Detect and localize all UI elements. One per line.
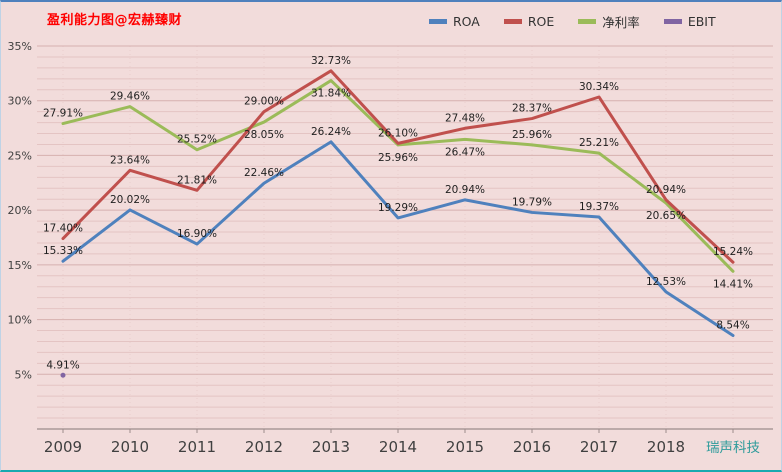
data-label-ROE: 28.37% — [512, 103, 552, 115]
data-label-ROE: 20.94% — [646, 184, 686, 196]
legend-swatch-roa — [429, 19, 447, 24]
data-label-净利率: 25.52% — [177, 134, 217, 146]
data-label-ROE: 15.24% — [713, 246, 753, 258]
data-label-ROA: 15.33% — [43, 245, 83, 257]
data-label-ROA: 26.24% — [311, 126, 351, 138]
x-tick-label: 2012 — [245, 438, 283, 456]
legend: ROA ROE 净利率 EBIT — [429, 12, 716, 31]
data-label-ROA: 22.46% — [244, 167, 284, 179]
series-line-ROA — [61, 140, 735, 338]
x-axis-labels: 2009 2010 2011 2012 2013 2014 2015 2016 2017 2018… — [44, 438, 761, 456]
x-tick-label: 2010 — [111, 438, 149, 456]
chart-title: 盈利能力图@宏赫臻财 — [47, 13, 183, 28]
x-tick-label: 2016 — [513, 438, 551, 456]
y-tick-label: 30% — [8, 95, 32, 108]
y-axis-labels: 35% 30% 25% 20% 15% 10% 5% — [8, 40, 32, 381]
legend-item-roe[interactable]: ROE — [503, 14, 555, 29]
y-tick-label: 5% — [15, 368, 32, 381]
data-label-净利率: 28.05% — [244, 129, 284, 141]
series-point-EBIT — [60, 372, 66, 378]
data-labels: 15.33% 20.02% 16.90% 22.46% 26.24% 19.29% 20.9… — [43, 55, 753, 371]
data-label-净利率: 25.96% — [512, 129, 552, 141]
data-label-ROE: 30.34% — [579, 81, 619, 93]
data-label-ROA: 20.94% — [445, 184, 485, 196]
company-label: 瑞声科技 — [706, 440, 760, 456]
data-label-净利率: 31.84% — [311, 88, 351, 100]
gridlines — [37, 45, 773, 429]
x-tick-label: 2015 — [446, 438, 484, 456]
data-label-净利率: 29.46% — [110, 91, 150, 103]
data-label-ROE: 27.48% — [445, 112, 485, 124]
legend-label-roe: ROE — [527, 14, 555, 29]
data-label-ROE: 32.73% — [311, 55, 351, 67]
y-tick-label: 15% — [8, 259, 32, 272]
y-tick-label: 25% — [8, 149, 32, 162]
y-tick-label: 10% — [8, 314, 32, 327]
data-label-ROA: 16.90% — [177, 228, 217, 240]
series-line-ROE — [61, 69, 735, 264]
legend-label-netmargin: 净利率 — [602, 15, 640, 30]
series-lines — [60, 69, 735, 378]
legend-item-ebit[interactable]: EBIT — [663, 14, 716, 29]
y-tick-label: 35% — [8, 40, 32, 53]
data-label-净利率: 26.47% — [445, 146, 485, 158]
x-tick-label: 2014 — [379, 438, 417, 456]
data-label-净利率: 25.21% — [579, 137, 619, 149]
x-tick-label: 2017 — [580, 438, 618, 456]
data-label-ROE: 21.81% — [177, 174, 217, 186]
data-label-ROE: 17.40% — [43, 223, 83, 235]
data-label-EBIT: 4.91% — [46, 359, 79, 371]
legend-label-ebit: EBIT — [687, 14, 716, 29]
data-label-ROA: 19.79% — [512, 196, 552, 208]
legend-item-netmargin[interactable]: 净利率 — [578, 12, 640, 31]
data-label-净利率: 20.65% — [646, 210, 686, 222]
x-tick-label: 2011 — [178, 438, 216, 456]
legend-swatch-netmargin — [578, 19, 597, 24]
y-tick-label: 20% — [8, 204, 32, 217]
legend-item-roa[interactable]: ROA — [429, 14, 480, 29]
legend-label-roa: ROA — [453, 14, 480, 29]
data-label-ROA: 19.37% — [579, 201, 619, 213]
legend-swatch-roe — [503, 19, 522, 24]
data-label-净利率: 27.91% — [43, 108, 83, 120]
data-label-净利率: 14.41% — [713, 278, 753, 290]
legend-swatch-ebit — [663, 19, 682, 24]
data-label-ROE: 29.00% — [244, 96, 284, 108]
data-label-ROA: 12.53% — [646, 276, 686, 288]
x-tick-label: 2009 — [44, 438, 82, 456]
x-tick-label: 2013 — [312, 438, 350, 456]
series-line-净利率 — [61, 79, 735, 273]
data-label-ROA: 8.54% — [716, 320, 749, 332]
x-tick-label: 2018 — [647, 438, 685, 456]
data-label-ROE: 23.64% — [110, 154, 150, 166]
data-label-ROE: 26.10% — [378, 127, 418, 139]
data-label-ROA: 19.29% — [378, 202, 418, 214]
data-label-净利率: 25.96% — [378, 152, 418, 164]
data-label-ROA: 20.02% — [110, 194, 150, 206]
